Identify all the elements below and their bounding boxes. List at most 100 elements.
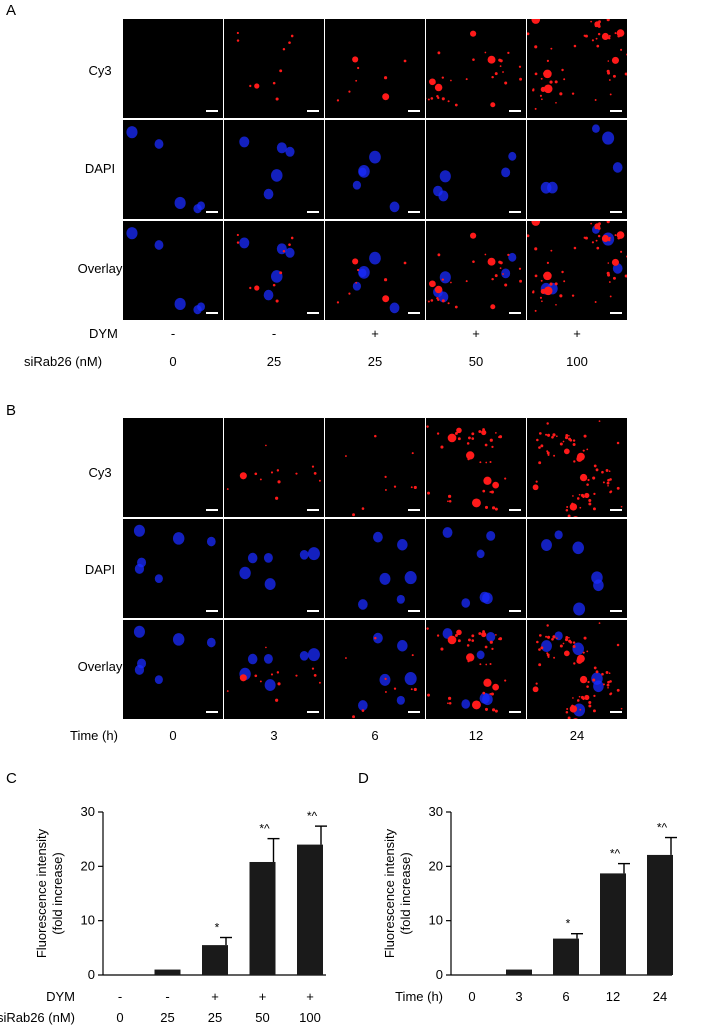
row-label-cy3-b: Cy3	[88, 465, 112, 480]
condition-label: DYM	[46, 989, 75, 1004]
x-tick-label: +	[211, 989, 219, 1004]
condition-value: +	[472, 326, 480, 341]
micrograph-grid-a	[123, 19, 628, 320]
y-tick-label: 10	[81, 913, 95, 928]
scale-bar	[408, 211, 420, 213]
micrograph-overlay-5	[527, 620, 627, 719]
micrograph-dapi-3	[325, 120, 425, 219]
condition-value: 0	[169, 354, 177, 369]
micrograph-overlay-4	[426, 620, 526, 719]
scale-bar	[509, 211, 521, 213]
bar	[506, 969, 532, 975]
panel-letter-c: C	[6, 770, 17, 787]
micrograph-dapi-4	[426, 120, 526, 219]
scale-bar	[206, 610, 218, 612]
x-tick-label: 25	[160, 1010, 174, 1025]
significance-label: *^	[657, 821, 668, 835]
row-label-dapi-a: DAPI	[84, 161, 116, 176]
condition-value: +	[371, 326, 379, 341]
condition-value: 50	[468, 354, 484, 369]
micrograph-overlay-1	[123, 221, 223, 320]
bar	[154, 969, 181, 975]
scale-bar	[509, 110, 521, 112]
x-tick-label: 0	[468, 989, 475, 1004]
micrograph-overlay-4	[426, 221, 526, 320]
scale-bar	[408, 110, 420, 112]
y-tick-label: 10	[429, 913, 443, 928]
scale-bar	[610, 711, 622, 713]
scale-bar	[509, 610, 521, 612]
condition-value: 12	[468, 728, 484, 743]
micrograph-overlay-3	[325, 221, 425, 320]
y-tick-label: 0	[88, 967, 95, 982]
condition-value: 0	[169, 728, 177, 743]
x-tick-label: 100	[299, 1010, 321, 1025]
micrograph-cy3-4	[426, 418, 526, 517]
row-label-overlay-a: Overlay	[77, 261, 123, 276]
condition-value: 25	[266, 354, 282, 369]
condition-label-sirab26-a: siRab26 (nM)	[24, 354, 103, 369]
scale-bar	[206, 110, 218, 112]
condition-label-time-b: Time (h)	[70, 728, 118, 743]
scale-bar	[307, 711, 319, 713]
y-axis-label: (fold increase)	[50, 852, 65, 934]
micrograph-overlay-2	[224, 221, 324, 320]
x-tick-label: +	[306, 989, 314, 1004]
row-label-dapi-b: DAPI	[84, 562, 116, 577]
scale-bar	[206, 711, 218, 713]
micrograph-overlay-1	[123, 620, 223, 719]
x-tick-label: 0	[116, 1010, 123, 1025]
micrograph-dapi-1	[123, 120, 223, 219]
micrograph-cy3-3	[325, 418, 425, 517]
condition-value: 3	[270, 728, 278, 743]
x-tick-label: 6	[562, 989, 569, 1004]
panel-letter-b: B	[6, 402, 17, 419]
condition-value: 25	[367, 354, 383, 369]
micrograph-overlay-3	[325, 620, 425, 719]
micrograph-cy3-1	[123, 19, 223, 118]
significance-label: *^	[307, 809, 318, 823]
micrograph-dapi-2	[224, 519, 324, 618]
scale-bar	[307, 509, 319, 511]
significance-label: *^	[610, 847, 621, 861]
chart-c: 0 10 20 30 Fluorescence intensity (fold incre…	[0, 804, 327, 1025]
bar	[647, 854, 673, 975]
scale-bar	[408, 312, 420, 314]
scale-bar	[509, 312, 521, 314]
scale-bar	[307, 110, 319, 112]
scale-bar	[610, 312, 622, 314]
scale-bar	[206, 211, 218, 213]
x-tick-label: 50	[255, 1010, 269, 1025]
bar	[202, 945, 228, 975]
micrograph-dapi-5	[527, 120, 627, 219]
condition-value: -	[170, 326, 176, 341]
row-label-cy3-a: Cy3	[88, 63, 112, 78]
scale-bar	[610, 211, 622, 213]
x-tick-label: 3	[515, 989, 522, 1004]
micrograph-cy3-5	[527, 19, 627, 118]
condition-value: -	[271, 326, 277, 341]
scale-bar	[307, 211, 319, 213]
scale-bar	[408, 711, 420, 713]
micrograph-cy3-2	[224, 19, 324, 118]
bar	[600, 873, 626, 975]
y-tick-label: 30	[81, 804, 95, 819]
micrograph-cy3-4	[426, 19, 526, 118]
panel-letter-a: A	[6, 2, 17, 19]
significance-label: *^	[259, 822, 270, 836]
y-axis-label: Fluorescence intensity	[382, 828, 397, 958]
bar	[297, 844, 323, 975]
scale-bar	[408, 610, 420, 612]
x-tick-label: +	[259, 989, 267, 1004]
y-tick-label: 20	[81, 858, 95, 873]
significance-label: *	[566, 917, 571, 931]
row-label-overlay-b: Overlay	[77, 659, 123, 674]
condition-label: siRab26 (nM)	[0, 1010, 75, 1025]
scale-bar	[408, 509, 420, 511]
x-tick-label: 25	[208, 1010, 222, 1025]
significance-label: *	[215, 921, 220, 935]
micrograph-overlay-5	[527, 221, 627, 320]
micrograph-cy3-2	[224, 418, 324, 517]
panel-letter-d: D	[358, 770, 369, 787]
micrograph-dapi-4	[426, 519, 526, 618]
